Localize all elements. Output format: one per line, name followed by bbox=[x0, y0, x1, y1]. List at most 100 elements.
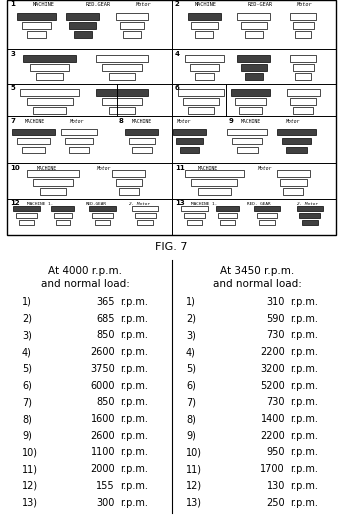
Text: RED. GEAR: RED. GEAR bbox=[247, 202, 271, 206]
Bar bbox=[95, 220, 110, 225]
Bar bbox=[280, 179, 307, 186]
Text: 1: 1 bbox=[10, 1, 15, 7]
Text: r.p.m.: r.p.m. bbox=[120, 330, 148, 340]
Bar bbox=[218, 213, 237, 218]
Text: 5: 5 bbox=[10, 85, 15, 90]
Bar bbox=[183, 98, 219, 104]
Text: r.p.m.: r.p.m. bbox=[120, 314, 148, 324]
Text: 310: 310 bbox=[267, 297, 285, 307]
Text: 365: 365 bbox=[96, 297, 115, 307]
Text: Motor: Motor bbox=[135, 3, 151, 7]
Text: 7): 7) bbox=[22, 397, 32, 407]
Text: MACHINE: MACHINE bbox=[241, 119, 261, 124]
Bar bbox=[295, 32, 311, 38]
Text: r.p.m.: r.p.m. bbox=[290, 364, 318, 374]
Text: RED.GEAR: RED.GEAR bbox=[86, 3, 111, 7]
Text: 950: 950 bbox=[267, 447, 285, 458]
Text: 10: 10 bbox=[10, 164, 20, 171]
Text: 3): 3) bbox=[186, 330, 196, 340]
Bar bbox=[187, 220, 202, 225]
Text: r.p.m.: r.p.m. bbox=[120, 397, 148, 407]
Text: and normal load:: and normal load: bbox=[40, 279, 129, 289]
Text: 2000: 2000 bbox=[90, 464, 115, 474]
Bar bbox=[96, 89, 149, 96]
Bar bbox=[188, 107, 214, 114]
Bar bbox=[27, 170, 79, 177]
Text: 2. Motor: 2. Motor bbox=[129, 202, 150, 206]
Bar bbox=[245, 73, 263, 80]
Bar bbox=[96, 55, 149, 62]
Bar bbox=[120, 22, 144, 29]
Text: 1100: 1100 bbox=[91, 447, 115, 458]
Bar bbox=[116, 179, 142, 186]
Text: r.p.m.: r.p.m. bbox=[290, 314, 318, 324]
Bar bbox=[241, 22, 267, 29]
Bar bbox=[173, 129, 206, 135]
Text: 2): 2) bbox=[22, 314, 32, 324]
Bar bbox=[102, 64, 142, 71]
Bar bbox=[66, 13, 99, 21]
Text: MACHINE: MACHINE bbox=[198, 166, 218, 171]
Bar bbox=[56, 220, 70, 225]
Bar bbox=[16, 213, 37, 218]
Text: 13: 13 bbox=[175, 200, 185, 206]
Text: r.p.m.: r.p.m. bbox=[120, 447, 148, 458]
Bar bbox=[13, 206, 40, 211]
Text: Motor: Motor bbox=[257, 166, 272, 171]
Text: 2200: 2200 bbox=[260, 431, 285, 440]
Text: MACHINE 1.: MACHINE 1. bbox=[27, 202, 53, 206]
Text: Motor: Motor bbox=[69, 119, 84, 124]
Bar bbox=[181, 206, 208, 211]
Bar bbox=[119, 188, 139, 194]
Bar bbox=[188, 13, 221, 21]
Text: FIG. 7: FIG. 7 bbox=[155, 241, 188, 252]
Bar bbox=[40, 188, 66, 194]
Bar bbox=[33, 179, 73, 186]
Bar bbox=[36, 73, 63, 80]
Text: r.p.m.: r.p.m. bbox=[290, 347, 318, 357]
Text: MACHINE: MACHINE bbox=[194, 3, 216, 7]
Bar bbox=[198, 188, 231, 194]
Bar bbox=[69, 147, 89, 154]
Text: 2600: 2600 bbox=[90, 431, 115, 440]
Text: 5): 5) bbox=[22, 364, 32, 374]
Bar bbox=[290, 55, 316, 62]
Text: r.p.m.: r.p.m. bbox=[120, 381, 148, 390]
Text: r.p.m.: r.p.m. bbox=[290, 381, 318, 390]
Text: r.p.m.: r.p.m. bbox=[290, 397, 318, 407]
Text: 11): 11) bbox=[22, 464, 38, 474]
Text: 9: 9 bbox=[229, 118, 234, 124]
Text: 11: 11 bbox=[175, 164, 185, 171]
Bar bbox=[112, 170, 145, 177]
Text: 8: 8 bbox=[119, 118, 124, 124]
Bar bbox=[235, 98, 266, 104]
Text: 11): 11) bbox=[186, 464, 202, 474]
Text: r.p.m.: r.p.m. bbox=[120, 498, 148, 508]
Text: r.p.m.: r.p.m. bbox=[290, 431, 318, 440]
Bar bbox=[277, 170, 310, 177]
Text: r.p.m.: r.p.m. bbox=[120, 297, 148, 307]
Bar bbox=[126, 129, 158, 135]
Bar bbox=[293, 107, 313, 114]
Bar bbox=[237, 55, 270, 62]
Text: 12): 12) bbox=[186, 481, 202, 491]
Bar bbox=[33, 107, 66, 114]
Text: 2600: 2600 bbox=[90, 347, 115, 357]
Text: r.p.m.: r.p.m. bbox=[290, 498, 318, 508]
Bar bbox=[109, 73, 135, 80]
Text: 9): 9) bbox=[22, 431, 32, 440]
Text: 3750: 3750 bbox=[90, 364, 115, 374]
Bar bbox=[51, 206, 74, 211]
Bar bbox=[89, 206, 116, 211]
Bar bbox=[293, 22, 314, 29]
Bar bbox=[241, 64, 267, 71]
Bar bbox=[12, 129, 55, 135]
Bar bbox=[299, 213, 320, 218]
Text: 12: 12 bbox=[10, 200, 20, 206]
Text: r.p.m.: r.p.m. bbox=[290, 330, 318, 340]
Text: 9): 9) bbox=[186, 431, 196, 440]
Bar bbox=[19, 220, 34, 225]
Bar bbox=[191, 179, 237, 186]
Text: 3: 3 bbox=[10, 51, 15, 56]
Text: 1): 1) bbox=[186, 297, 196, 307]
